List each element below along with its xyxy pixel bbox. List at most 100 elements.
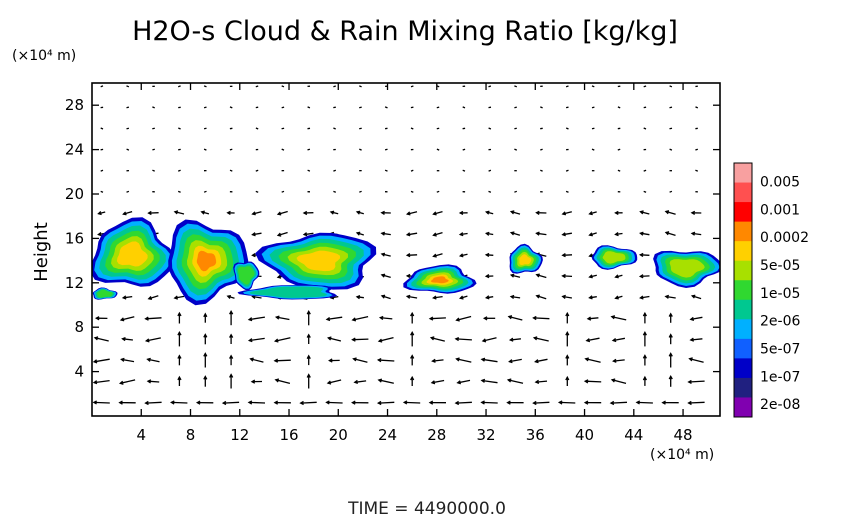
wind-arrow-shaft — [174, 211, 185, 215]
wind-arrow — [273, 400, 291, 405]
wind-arrow — [251, 232, 262, 237]
wind-arrow-head — [378, 315, 384, 321]
x-tick-label: 44 — [624, 426, 643, 444]
wind-arrow-head — [534, 379, 540, 384]
wind-arrow-head — [614, 210, 619, 215]
wind-arrow — [177, 311, 182, 324]
wind-arrow-shaft — [611, 379, 627, 385]
wind-arrow — [669, 148, 673, 151]
wind-arrow-shaft — [100, 85, 104, 88]
wind-arrow-shaft — [535, 380, 548, 383]
wind-arrow-shaft — [511, 274, 521, 278]
wind-arrow-shaft — [611, 316, 627, 321]
cloud-contour-fill — [116, 241, 148, 267]
wind-arrow-head — [614, 231, 619, 237]
wind-arrow — [306, 373, 311, 389]
wind-arrow-shaft — [94, 379, 110, 384]
wind-arrow — [380, 273, 391, 279]
wind-arrow-shaft — [456, 315, 472, 321]
wind-arrow-head — [229, 373, 234, 378]
wind-arrow — [480, 378, 498, 384]
wind-arrow-shaft — [433, 210, 443, 215]
wind-arrow — [642, 354, 647, 366]
wind-arrow-head — [94, 316, 100, 321]
wind-arrow-head — [144, 338, 150, 343]
wind-arrow — [431, 358, 444, 363]
wind-arrow — [178, 127, 181, 130]
wind-arrow — [410, 85, 414, 88]
wind-arrow — [669, 106, 673, 109]
wind-arrow-head — [273, 358, 279, 363]
wind-arrow-shaft — [433, 295, 443, 299]
wind-arrow — [462, 106, 466, 109]
wind-arrow-head — [642, 331, 647, 336]
wind-arrow — [92, 358, 110, 364]
wind-arrow-shaft — [384, 106, 388, 109]
wind-arrow-shaft — [248, 316, 266, 321]
wind-arrow-head — [480, 357, 486, 362]
wind-arrow — [688, 357, 704, 363]
wind-arrow-shaft — [93, 401, 110, 404]
wind-arrow — [146, 357, 160, 363]
x-axis: 4 8 12 16 20 24 28 32 36 40 44 48 — [136, 83, 693, 444]
wind-arrow — [668, 333, 673, 345]
wind-arrow-shaft — [436, 190, 440, 193]
wind-arrow-shaft — [665, 231, 676, 237]
wind-arrow-head — [661, 400, 666, 405]
wind-arrow — [251, 211, 262, 216]
wind-arrow-shaft — [252, 295, 262, 299]
wind-arrow — [306, 354, 311, 366]
colorbar-label: 5e-07 — [760, 342, 800, 358]
wind-arrow-head — [380, 273, 386, 278]
wind-arrow — [534, 358, 548, 364]
wind-arrow-head — [561, 211, 567, 216]
wind-arrow — [274, 315, 290, 321]
wind-arrow-head — [273, 400, 279, 405]
wind-arrow-head — [376, 358, 382, 363]
wind-arrow-head — [229, 310, 234, 315]
wind-arrow — [565, 169, 569, 172]
wind-arrow-shaft — [536, 232, 547, 236]
wind-arrow-shaft — [378, 379, 394, 384]
wind-arrow — [144, 337, 161, 343]
wind-arrow-head — [380, 231, 386, 236]
time-label: TIME = 4490000.0 — [347, 499, 506, 519]
wind-arrow-head — [432, 253, 437, 258]
wind-arrow — [484, 210, 494, 215]
wind-arrow-shaft — [587, 317, 599, 320]
wind-arrow — [484, 295, 494, 300]
wind-arrow-shaft — [669, 106, 673, 109]
wind-arrow — [668, 312, 673, 323]
wind-arrow — [565, 85, 569, 88]
wind-arrow-head — [351, 317, 357, 322]
wind-arrow — [203, 85, 207, 88]
wind-arrow-head — [428, 316, 434, 321]
wind-arrow — [306, 310, 311, 326]
wind-arrow-head — [689, 337, 695, 342]
wind-arrow-shaft — [378, 359, 395, 362]
colorbar-swatch — [734, 241, 752, 262]
wind-arrow-head — [565, 311, 570, 317]
wind-arrow — [639, 295, 650, 300]
wind-arrow — [203, 127, 207, 130]
wind-arrow — [229, 169, 233, 172]
colorbar-label: 0.001 — [760, 202, 800, 218]
wind-arrow-shaft — [562, 295, 573, 299]
wind-arrow — [359, 148, 362, 151]
wind-arrow — [432, 295, 443, 300]
colorbar-swatch — [734, 397, 752, 418]
wind-arrow-shaft — [410, 190, 414, 193]
wind-arrow-head — [454, 337, 460, 342]
wind-arrow — [506, 400, 524, 405]
wind-arrow-head — [635, 400, 641, 405]
wind-arrow-head — [532, 336, 538, 341]
wind-arrow-shaft — [203, 106, 207, 109]
wind-arrow-shaft — [640, 211, 650, 215]
wind-arrow-head — [327, 336, 332, 341]
cloud-region — [92, 287, 118, 300]
wind-arrow — [534, 379, 548, 384]
wind-arrow — [276, 231, 288, 237]
wind-arrow-head — [380, 294, 386, 299]
colorbar-swatch — [734, 377, 752, 398]
wind-arrow-shaft — [333, 85, 336, 88]
